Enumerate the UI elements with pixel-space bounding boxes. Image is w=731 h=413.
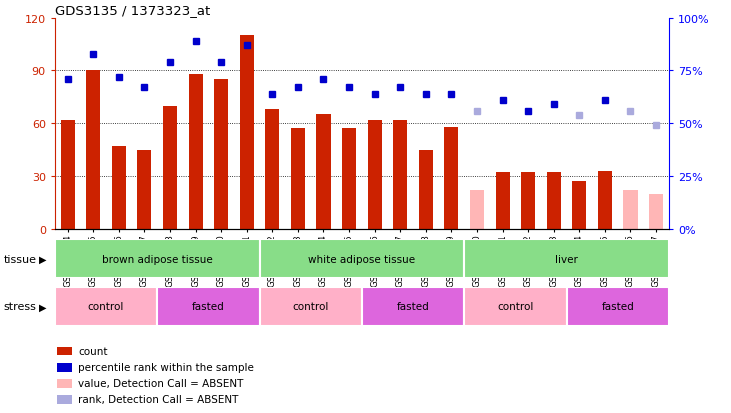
Bar bbox=[61, 121, 75, 229]
Text: fasted: fasted bbox=[397, 301, 429, 312]
Text: brown adipose tissue: brown adipose tissue bbox=[102, 254, 213, 264]
Bar bbox=[240, 36, 254, 229]
Text: tissue: tissue bbox=[4, 254, 37, 264]
Bar bbox=[444, 127, 458, 229]
Text: control: control bbox=[292, 301, 329, 312]
Bar bbox=[189, 75, 202, 229]
Bar bbox=[163, 106, 177, 229]
Bar bbox=[470, 191, 484, 229]
Text: stress: stress bbox=[4, 301, 37, 312]
Text: ▶: ▶ bbox=[39, 254, 46, 264]
Text: value, Detection Call = ABSENT: value, Detection Call = ABSENT bbox=[78, 378, 244, 388]
Bar bbox=[137, 150, 151, 229]
Bar bbox=[572, 182, 586, 229]
Bar bbox=[598, 171, 612, 229]
Bar bbox=[567, 287, 669, 326]
Bar bbox=[547, 173, 561, 229]
Bar bbox=[362, 287, 464, 326]
Text: count: count bbox=[78, 346, 108, 356]
Bar bbox=[291, 129, 305, 229]
Text: ▶: ▶ bbox=[39, 301, 46, 312]
Bar bbox=[157, 287, 260, 326]
Bar bbox=[260, 240, 464, 279]
Text: rank, Detection Call = ABSENT: rank, Detection Call = ABSENT bbox=[78, 394, 239, 404]
Bar bbox=[55, 287, 157, 326]
Text: white adipose tissue: white adipose tissue bbox=[308, 254, 415, 264]
Text: liver: liver bbox=[555, 254, 578, 264]
Bar bbox=[393, 121, 407, 229]
Text: percentile rank within the sample: percentile rank within the sample bbox=[78, 362, 254, 372]
Bar bbox=[649, 194, 663, 229]
Text: fasted: fasted bbox=[192, 301, 224, 312]
Bar bbox=[86, 71, 100, 229]
Bar bbox=[464, 287, 567, 326]
Text: control: control bbox=[88, 301, 124, 312]
Bar bbox=[57, 347, 72, 356]
Bar bbox=[464, 240, 669, 279]
Text: GDS3135 / 1373323_at: GDS3135 / 1373323_at bbox=[55, 5, 210, 17]
Bar bbox=[342, 129, 356, 229]
Bar bbox=[521, 173, 535, 229]
Bar bbox=[624, 191, 637, 229]
Bar bbox=[57, 395, 72, 404]
Text: control: control bbox=[497, 301, 534, 312]
Bar bbox=[368, 121, 382, 229]
Bar bbox=[419, 150, 433, 229]
Bar bbox=[55, 240, 260, 279]
Bar bbox=[112, 147, 126, 229]
Bar bbox=[317, 115, 330, 229]
Bar bbox=[496, 173, 510, 229]
Bar bbox=[265, 110, 279, 229]
Bar bbox=[57, 363, 72, 372]
Bar bbox=[260, 287, 362, 326]
Bar bbox=[57, 379, 72, 388]
Text: fasted: fasted bbox=[602, 301, 634, 312]
Bar bbox=[214, 80, 228, 229]
